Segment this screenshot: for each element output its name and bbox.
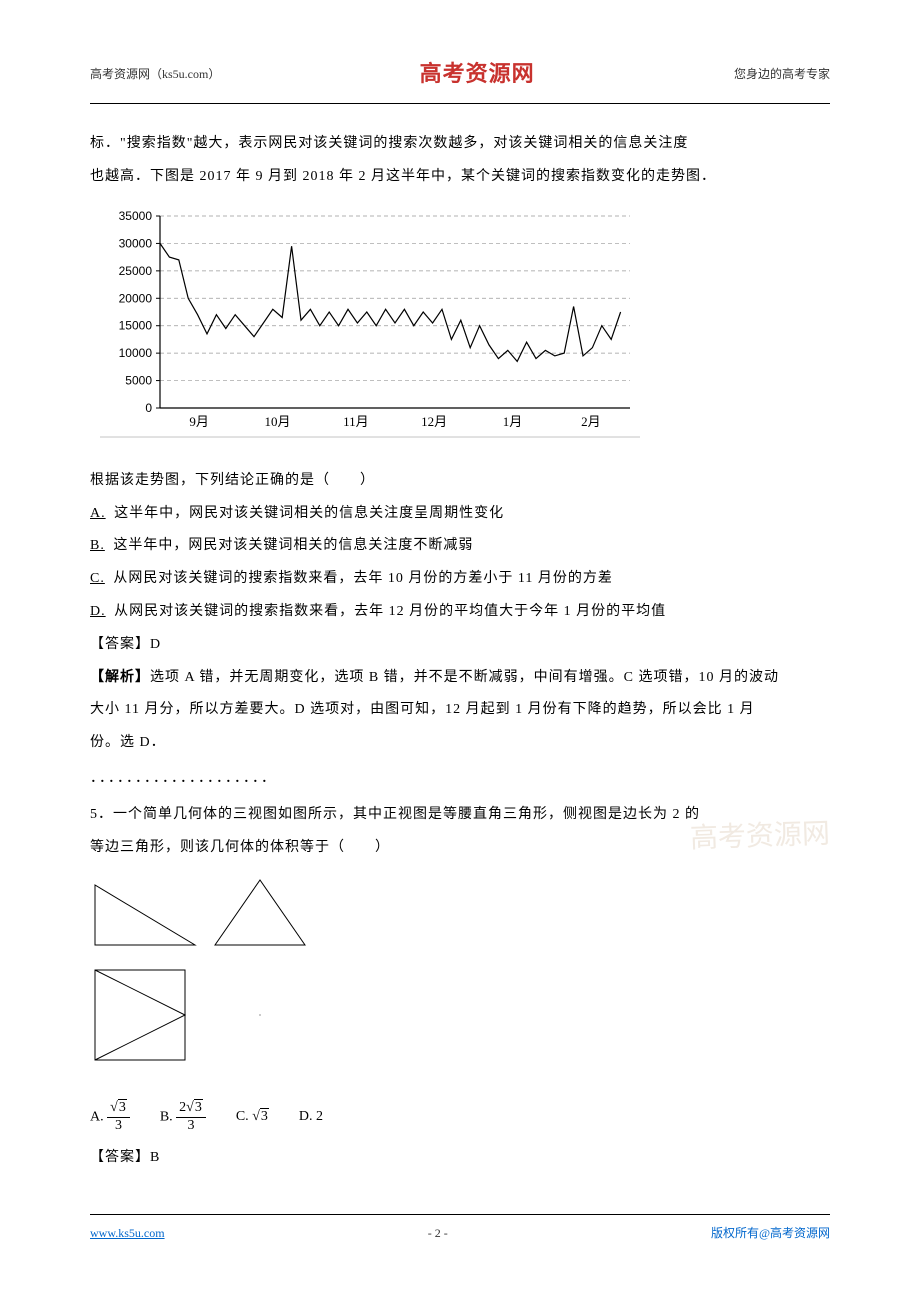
intro-line-1: 标．"搜索指数"越大，表示网民对该关键词的搜索次数越多，对该关键词相关的信息关注… [90,129,830,160]
option-b-letter: B. [90,538,109,553]
svg-text:9月: 9月 [189,414,209,429]
q5-a-label: A. [90,1110,104,1125]
svg-text:0: 0 [145,401,152,415]
option-a-letter: A. [90,506,110,521]
option-d-letter: D. [90,604,110,619]
q5-line-2: 等边三角形，则该几何体的体积等于（ ） [90,833,830,864]
header-right: 您身边的高考专家 [734,61,830,87]
svg-text:35000: 35000 [119,209,153,223]
chart-svg: 0 5000 10000 15000 20000 25000 30000 35000 9月 10月… [100,208,640,438]
q5-c-label: C. [236,1109,249,1124]
option-a-text: 这半年中，网民对该关键词相关的信息关注度呈周期性变化 [114,506,504,521]
triview-svg [90,875,315,1075]
frac-a: 3 3 [107,1100,130,1135]
answer-value: D [150,637,161,652]
explain-label: 【解析】 [90,670,150,685]
svg-text:25000: 25000 [119,264,153,278]
q5-line-1: 5．一个简单几何体的三视图如图所示，其中正视图是等腰直角三角形，侧视图是边长为 … [90,800,830,831]
footer-pagenum: - 2 - [428,1220,448,1246]
page-header: 高考资源网（ks5u.com） 高考资源网 您身边的高考专家 [90,50,830,104]
q5-option-c: C. 3 [236,1102,269,1133]
q5-option-b: B. 23 3 [160,1100,206,1135]
explain-line-1: 【解析】选项 A 错，并无周期变化，选项 B 错，并不是不断减弱，中间有增强。C… [90,663,830,694]
svg-text:20000: 20000 [119,291,153,305]
footer-copyright: 版权所有@高考资源网 [711,1220,830,1246]
q5-option-a: A. 3 3 [90,1100,130,1135]
explain-line-3: 份。选 D． [90,728,830,759]
page-footer: www.ks5u.com - 2 - 版权所有@高考资源网 [90,1214,830,1246]
search-index-chart: 0 5000 10000 15000 20000 25000 30000 35000 9月 10月… [100,208,830,451]
svg-text:10000: 10000 [119,346,153,360]
svg-text:2月: 2月 [581,414,601,429]
option-c-text: 从网民对该关键词的搜索指数来看，去年 10 月份的方差小于 11 月份的方差 [113,571,612,586]
question-prompt: 根据该走势图，下列结论正确的是（ ） [90,466,830,497]
svg-text:1月: 1月 [503,414,523,429]
svg-text:10月: 10月 [264,414,290,429]
dots-separator: ．．．．．．．．．．．．．．．．．．．． [90,764,830,795]
explain-line-2: 大小 11 月分，所以方差要大。D 选项对，由图可知，12 月起到 1 月份有下… [90,695,830,726]
svg-text:15000: 15000 [119,319,153,333]
explain-text-1: 选项 A 错，并无周期变化，选项 B 错，并不是不断减弱，中间有增强。C 选项错… [150,670,779,685]
frac-b: 23 3 [176,1100,206,1135]
q5-answer-label: 【答案】 [90,1150,150,1165]
q5-answer-value: B [150,1150,160,1165]
answer-line: 【答案】D [90,630,830,661]
option-b-text: 这半年中，网民对该关键词相关的信息关注度不断减弱 [113,538,473,553]
answer-label: 【答案】 [90,637,150,652]
three-view-figure [90,875,830,1088]
q5-option-d: D. 2 [299,1102,323,1133]
svg-text:30000: 30000 [119,236,153,250]
q5-d-label: D. [299,1109,313,1124]
intro-line-2: 也越高．下图是 2017 年 9 月到 2018 年 2 月这半年中，某个关键词… [90,162,830,193]
header-center-logo: 高考资源网 [420,50,535,98]
q5-b-label: B. [160,1110,173,1125]
footer-url: www.ks5u.com [90,1220,165,1246]
option-c-letter: C. [90,571,109,586]
option-b: B. 这半年中，网民对该关键词相关的信息关注度不断减弱 [90,531,830,562]
option-a: A. 这半年中，网民对该关键词相关的信息关注度呈周期性变化 [90,499,830,530]
svg-text:12月: 12月 [421,414,447,429]
option-d: D. 从网民对该关键词的搜索指数来看，去年 12 月份的平均值大于今年 1 月份… [90,597,830,628]
svg-text:5000: 5000 [125,374,152,388]
q5-answer-line: 【答案】B [90,1143,830,1174]
option-c: C. 从网民对该关键词的搜索指数来看，去年 10 月份的方差小于 11 月份的方… [90,564,830,595]
svg-text:11月: 11月 [343,414,369,429]
header-left: 高考资源网（ks5u.com） [90,61,220,87]
q5-options-row: A. 3 3 B. 23 3 C. 3 D. 2 [90,1100,830,1135]
option-d-text: 从网民对该关键词的搜索指数来看，去年 12 月份的平均值大于今年 1 月份的平均… [114,604,666,619]
